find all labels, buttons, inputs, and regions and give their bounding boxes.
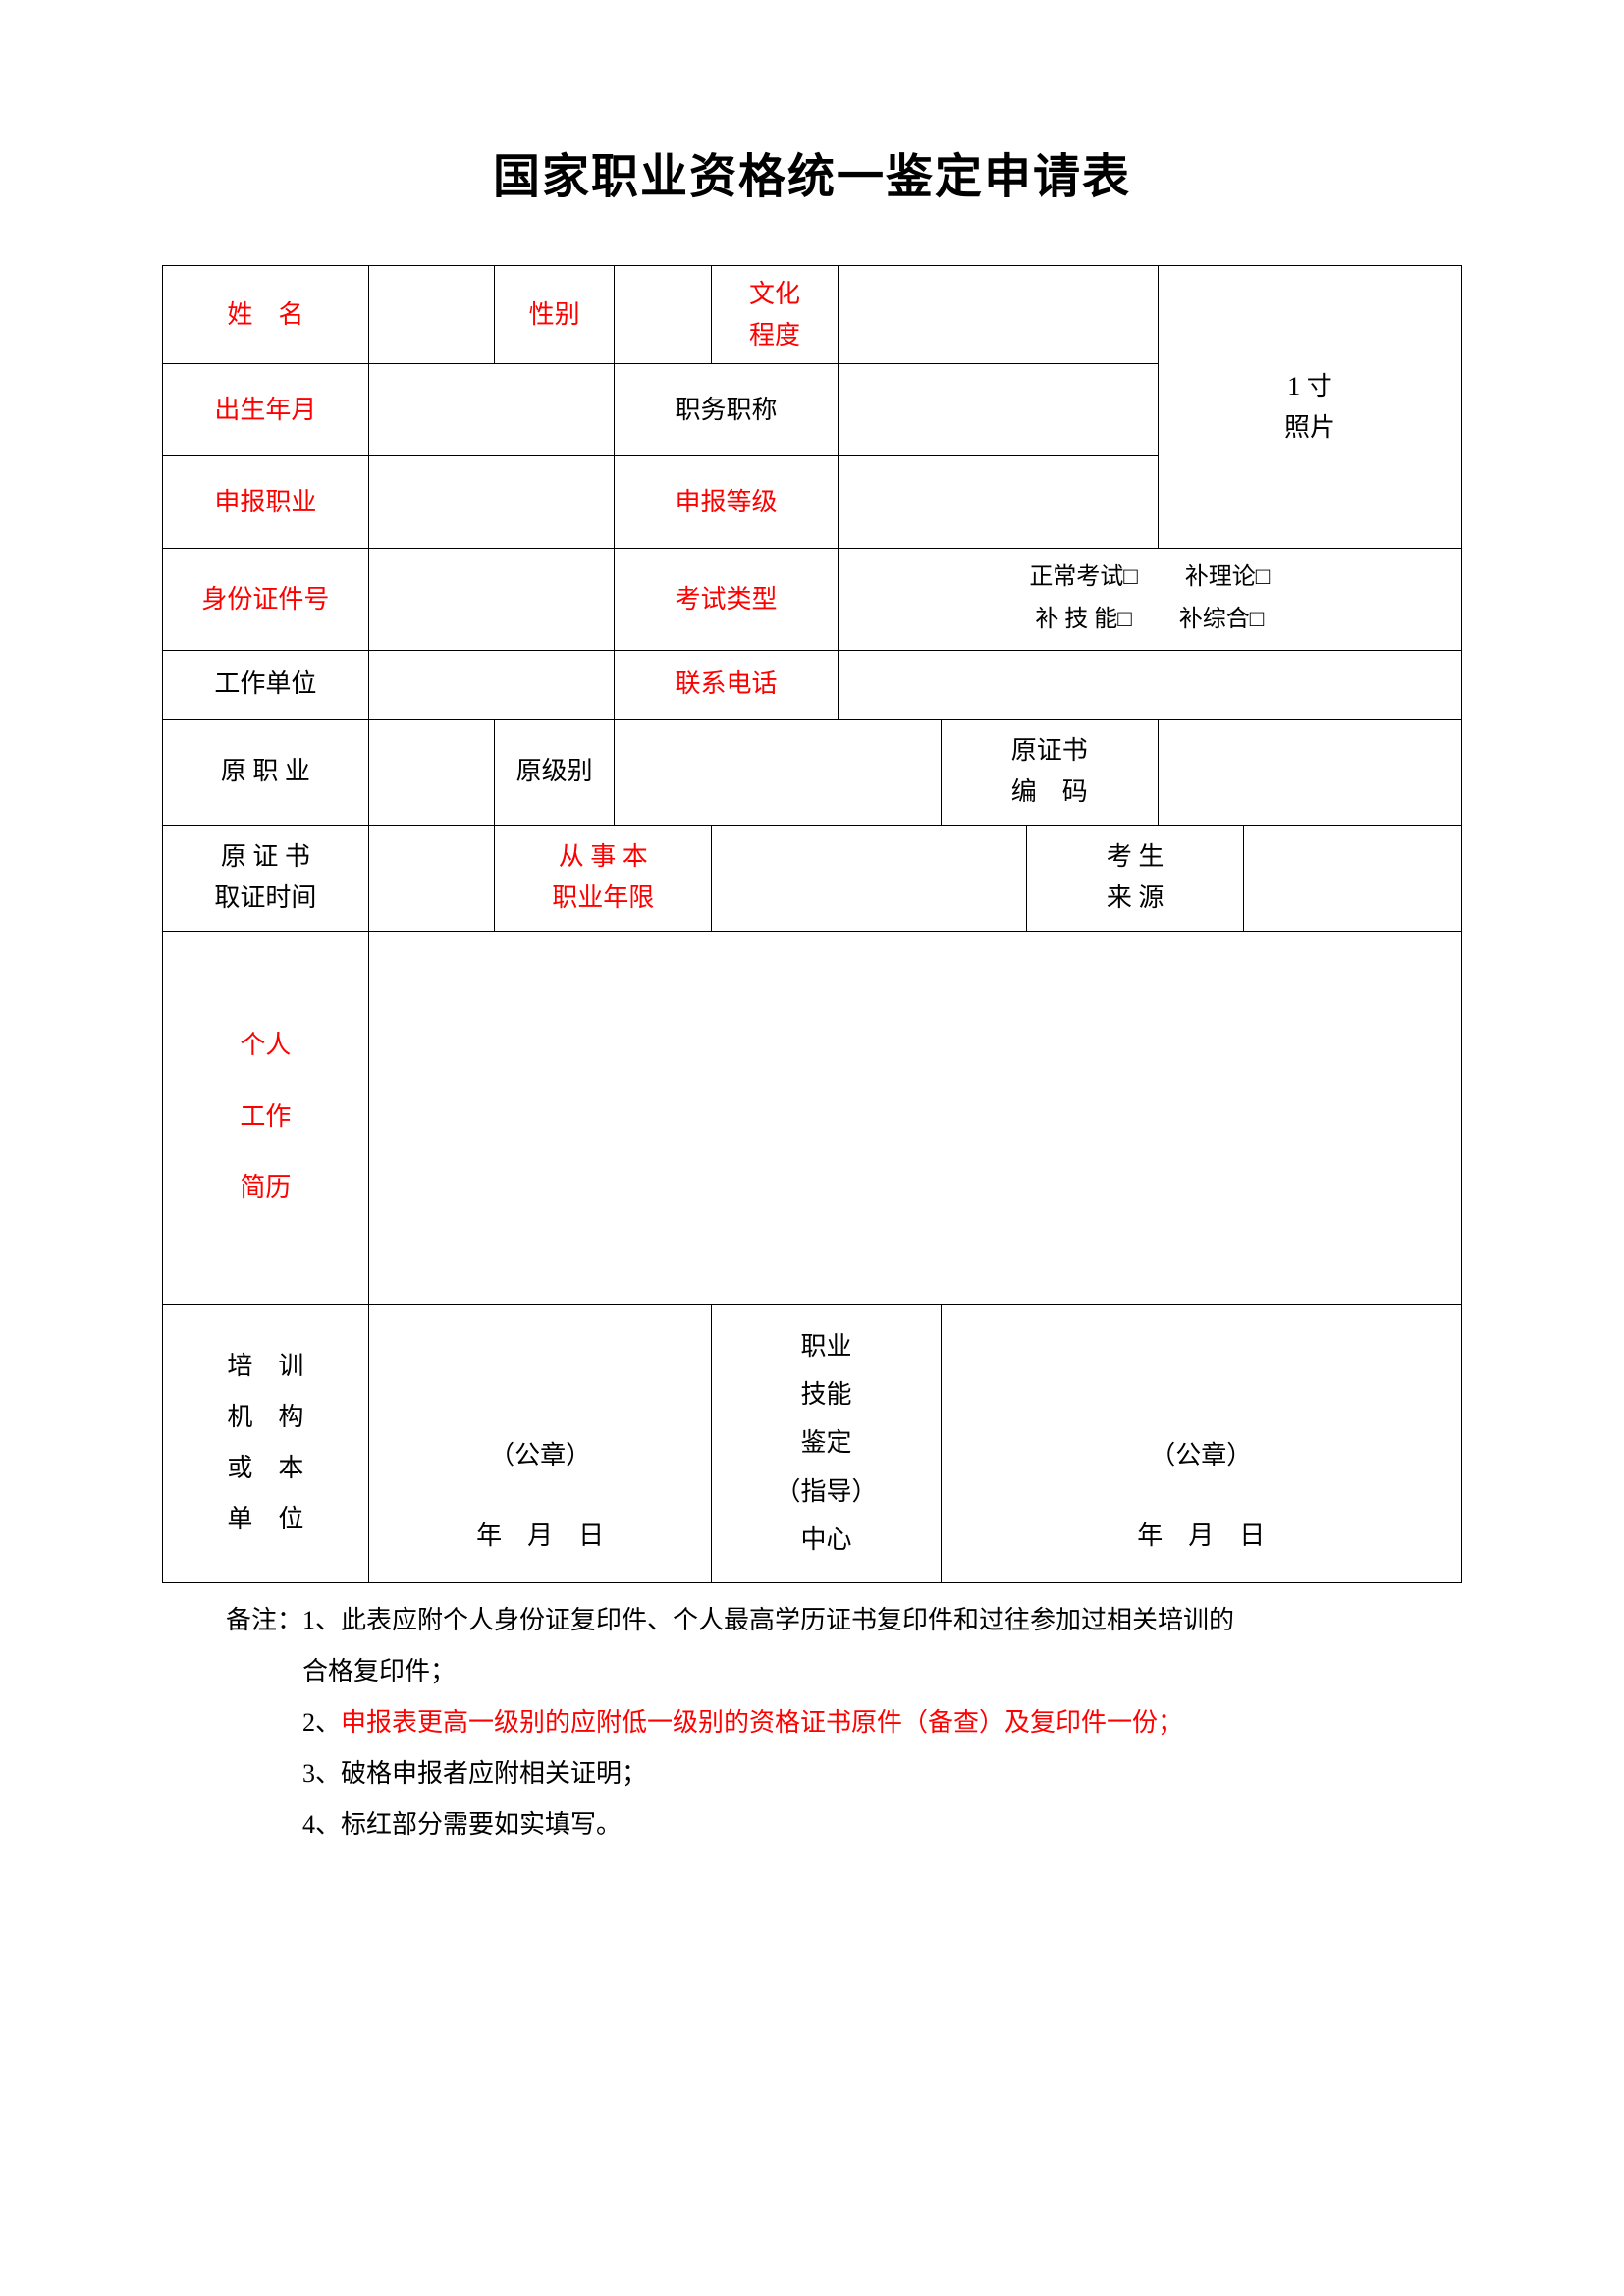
notes-item-2: 2、申报表更高一级别的应附低一级别的资格证书原件（备查）及复印件一份； xyxy=(226,1697,1462,1748)
label-position: 职务职称 xyxy=(615,364,838,456)
label-occupation: 申报职业 xyxy=(163,456,369,549)
field-source[interactable] xyxy=(1244,825,1462,931)
training-label-2: 机 构 xyxy=(169,1392,362,1443)
label-examtype: 考试类型 xyxy=(615,549,838,650)
photo-area[interactable]: 1 寸 照片 xyxy=(1159,266,1462,549)
notes-item-1b: 合格复印件； xyxy=(226,1646,1462,1697)
label-workplace: 工作单位 xyxy=(163,650,369,719)
label-prev-occupation: 原 职 业 xyxy=(163,719,369,825)
field-cert-time[interactable] xyxy=(368,825,494,931)
label-prev-cert: 原证书 编 码 xyxy=(941,719,1158,825)
form-title: 国家职业资格统一鉴定申请表 xyxy=(162,137,1462,206)
application-form-table: 姓 名 性别 文化 程度 1 寸 照片 出生年月 职务职称 申报职业 申报等级 … xyxy=(162,265,1462,1583)
label-level: 申报等级 xyxy=(615,456,838,549)
label-resume: 个人 工作 简历 xyxy=(163,931,369,1304)
notes-item-1a: 1、此表应附个人身份证复印件、个人最高学历证书复印件和过往参加过相关培训的 xyxy=(302,1595,1462,1646)
resume-label-3: 简历 xyxy=(169,1152,362,1224)
notes-item-2-red: 申报表更高一级别的应附低一级别的资格证书原件（备查）及复印件一份； xyxy=(341,1708,1183,1736)
notes-item-3: 3、破格申报者应附相关证明； xyxy=(226,1748,1462,1799)
field-examtype[interactable]: 正常考试□ 补理论□ 补 技 能□ 补综合□ xyxy=(838,549,1461,650)
exam-skill-checkbox[interactable]: 补 技 能□ xyxy=(1035,607,1132,632)
center-label-5: 中心 xyxy=(718,1516,934,1564)
field-workplace[interactable] xyxy=(368,650,615,719)
training-label-1: 培 训 xyxy=(169,1341,362,1392)
notes-item-4: 4、标红部分需要如实填写。 xyxy=(226,1799,1462,1850)
label-name: 姓 名 xyxy=(163,266,369,364)
label-gender: 性别 xyxy=(495,266,615,364)
center-date-label: 年 月 日 xyxy=(1137,1516,1265,1557)
field-years[interactable] xyxy=(712,825,1027,931)
center-label-1: 职业 xyxy=(718,1322,934,1370)
label-birth: 出生年月 xyxy=(163,364,369,456)
field-prev-occupation[interactable] xyxy=(368,719,494,825)
label-cert-time: 原 证 书 取证时间 xyxy=(163,825,369,931)
training-seal-label: （公章） xyxy=(489,1436,591,1477)
center-label-2: 技能 xyxy=(718,1370,934,1418)
field-resume[interactable] xyxy=(368,931,1461,1304)
field-name[interactable] xyxy=(368,266,494,364)
field-center-stamp[interactable]: （公章） 年 月 日 xyxy=(941,1304,1461,1582)
field-phone[interactable] xyxy=(838,650,1461,719)
notes-section: 备注： 1、此表应附个人身份证复印件、个人最高学历证书复印件和过往参加过相关培训… xyxy=(162,1595,1462,1850)
label-years: 从 事 本 职业年限 xyxy=(495,825,712,931)
center-seal-label: （公章） xyxy=(1150,1436,1252,1477)
center-label-3: 鉴定 xyxy=(718,1418,934,1467)
field-idnum[interactable] xyxy=(368,549,615,650)
exam-normal-checkbox[interactable]: 正常考试□ xyxy=(1029,564,1138,590)
field-gender[interactable] xyxy=(615,266,712,364)
training-label-3: 或 本 xyxy=(169,1443,362,1494)
field-education[interactable] xyxy=(838,266,1158,364)
label-source: 考 生 来 源 xyxy=(1026,825,1243,931)
exam-comp-checkbox[interactable]: 补综合□ xyxy=(1179,607,1265,632)
label-prev-level: 原级别 xyxy=(495,719,615,825)
field-occupation[interactable] xyxy=(368,456,615,549)
resume-label-2: 工作 xyxy=(169,1082,362,1153)
field-level[interactable] xyxy=(838,456,1158,549)
label-idnum: 身份证件号 xyxy=(163,549,369,650)
training-date-label: 年 月 日 xyxy=(476,1516,604,1557)
center-label-4: （指导） xyxy=(718,1468,934,1516)
notes-prefix: 备注： xyxy=(226,1595,302,1646)
field-training-stamp[interactable]: （公章） 年 月 日 xyxy=(368,1304,712,1582)
field-position[interactable] xyxy=(838,364,1158,456)
field-birth[interactable] xyxy=(368,364,615,456)
page-container: 国家职业资格统一鉴定申请表 姓 名 性别 文化 程度 1 寸 照片 出生年月 xyxy=(0,0,1624,1850)
training-label-4: 单 位 xyxy=(169,1494,362,1545)
field-prev-cert[interactable] xyxy=(1159,719,1462,825)
resume-label-1: 个人 xyxy=(169,1010,362,1082)
label-training-org: 培 训 机 构 或 本 单 位 xyxy=(163,1304,369,1582)
label-appraisal-center: 职业 技能 鉴定 （指导） 中心 xyxy=(712,1304,941,1582)
exam-theory-checkbox[interactable]: 补理论□ xyxy=(1185,564,1271,590)
label-phone: 联系电话 xyxy=(615,650,838,719)
field-prev-level[interactable] xyxy=(615,719,941,825)
label-education: 文化 程度 xyxy=(712,266,838,364)
